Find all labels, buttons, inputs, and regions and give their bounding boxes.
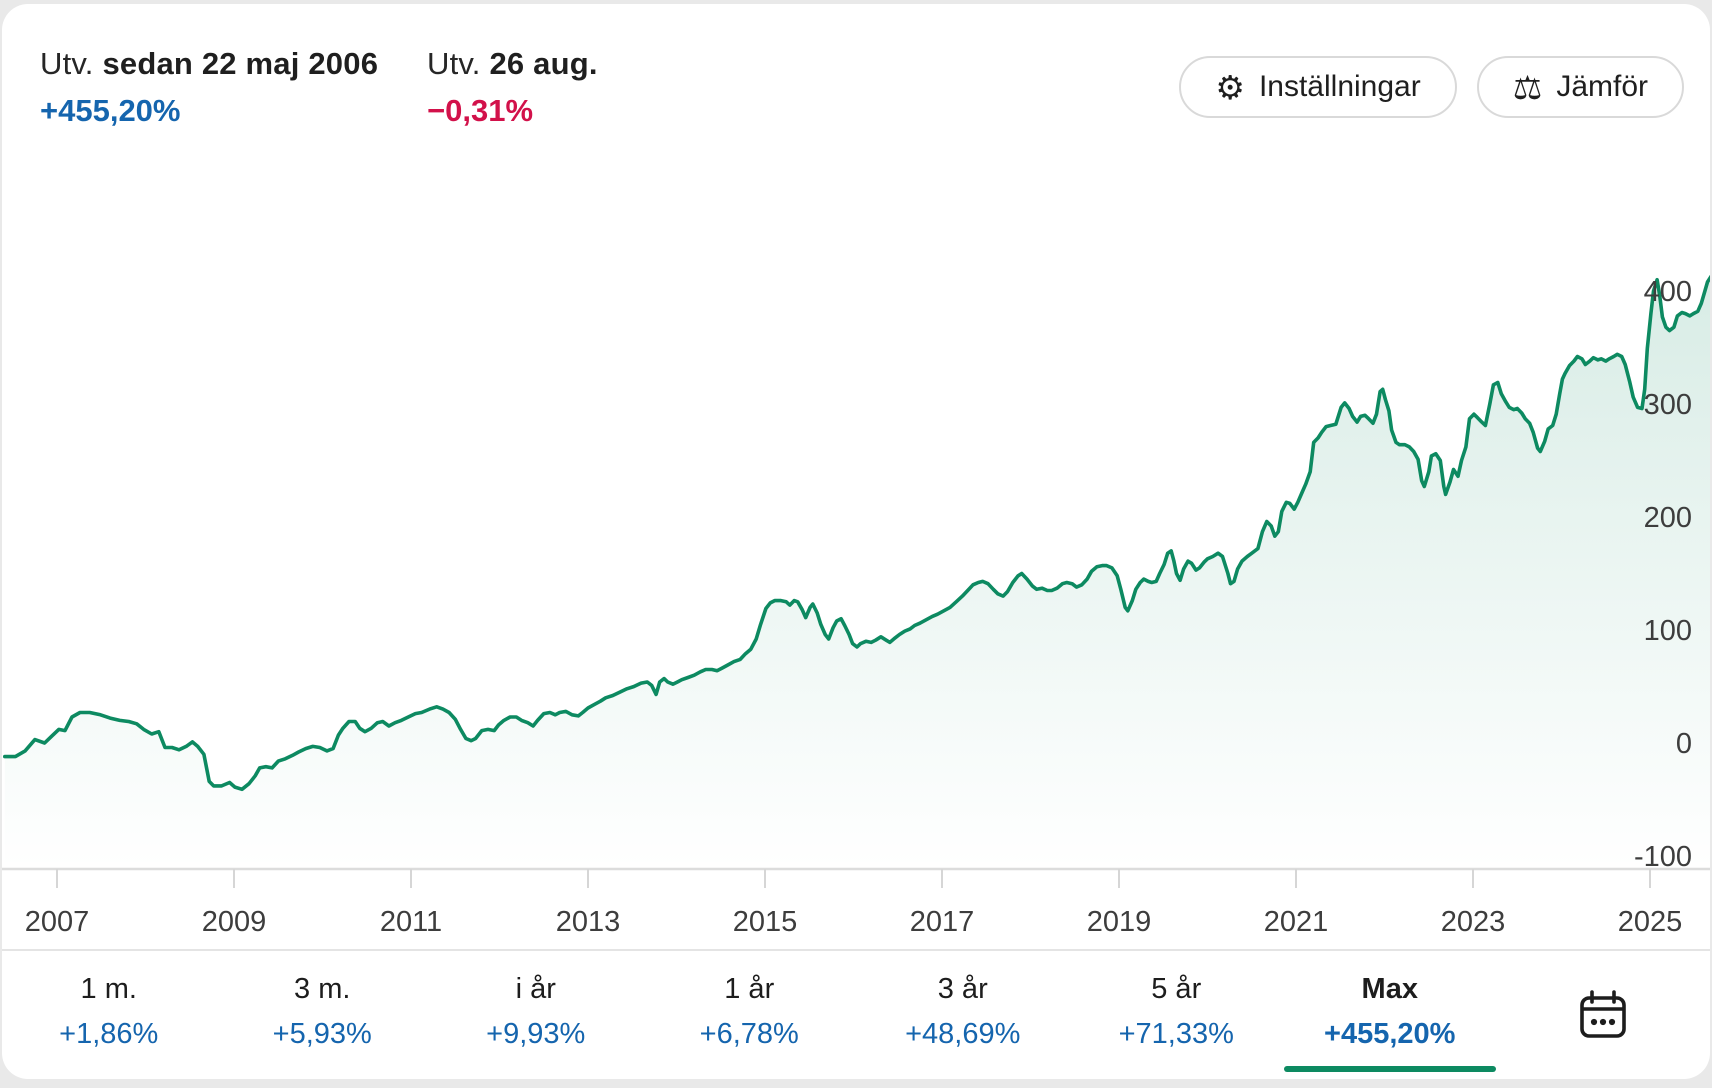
period-selector-bar: 1 m. +1,86% 3 m. +5,93% i år +9,93% 1 år…	[2, 949, 1710, 1079]
period-value: +5,93%	[272, 1018, 372, 1050]
x-axis-year-label: 2021	[1264, 906, 1329, 938]
selected-period-indicator	[1283, 1066, 1496, 1072]
period-label: i år	[515, 973, 556, 1005]
period-3y[interactable]: 3 år +48,69%	[856, 951, 1070, 1079]
period-label: Max	[1361, 973, 1418, 1005]
period-label: 1 år	[724, 973, 775, 1005]
period-value: +48,69%	[905, 1018, 1021, 1050]
chart-toolbar: ⚙ Inställningar ⚖ Jämför	[1179, 56, 1684, 118]
x-axis-year-label: 2017	[910, 906, 975, 938]
development-since-label: Utv. sedan 22 maj 2006	[40, 46, 379, 81]
period-value: +71,33%	[1118, 1018, 1234, 1050]
period-value: +9,93%	[486, 1018, 586, 1050]
x-axis-year-label: 2007	[25, 906, 90, 938]
x-axis-year-label: 2013	[556, 906, 621, 938]
x-axis-year-label: 2009	[202, 906, 267, 938]
period-3m[interactable]: 3 m. +5,93%	[216, 951, 430, 1079]
performance-line	[3, 274, 1710, 792]
x-axis-year-label: 2019	[1087, 906, 1152, 938]
custom-date-range-button[interactable]	[1497, 951, 1711, 1079]
period-value: +6,78%	[699, 1018, 799, 1050]
development-today-block: Utv. 26 aug. −0,31%	[427, 46, 598, 129]
period-label: 1 m.	[80, 973, 137, 1005]
gear-icon: ⚙	[1215, 68, 1245, 106]
compare-button-label: Jämför	[1556, 70, 1648, 103]
period-label: 3 m.	[294, 973, 351, 1005]
y-axis-value-label: 300	[1644, 389, 1692, 421]
development-since-value: +455,20%	[40, 93, 181, 128]
development-since-block: Utv. sedan 22 maj 2006 +455,20%	[40, 46, 378, 129]
y-axis-value-label: 400	[1644, 276, 1692, 308]
x-axis-year-label: 2011	[380, 906, 442, 938]
y-axis-value-label: 100	[1644, 615, 1692, 647]
period-1m[interactable]: 1 m. +1,86%	[2, 951, 216, 1079]
x-axis-year-label: 2023	[1441, 906, 1506, 938]
period-1y[interactable]: 1 år +6,78%	[643, 951, 857, 1079]
period-max[interactable]: Max +455,20%	[1283, 951, 1497, 1079]
y-axis-value-label: -100	[1634, 841, 1692, 873]
period-ytd[interactable]: i år +9,93%	[429, 951, 643, 1079]
chart-canvas[interactable]: 2007 2009 2011 2013 2015 2017 2019 2021 2023 2025…	[2, 4, 1710, 952]
period-value: +455,20%	[1324, 1018, 1456, 1050]
compare-button[interactable]: ⚖ Jämför	[1476, 56, 1684, 118]
y-axis-value-label: 200	[1644, 502, 1692, 534]
x-axis-year-label: 2015	[733, 906, 798, 938]
settings-button-label: Inställningar	[1258, 70, 1421, 103]
x-axis-year-label: 2025	[1618, 906, 1683, 938]
development-today-value: −0,31%	[427, 93, 534, 128]
period-label: 5 år	[1151, 973, 1202, 1005]
chart-card: 2007 2009 2011 2013 2015 2017 2019 2021 2023 2025…	[2, 4, 1710, 1079]
period-value: +1,86%	[59, 1018, 159, 1050]
period-label: 3 år	[937, 973, 988, 1005]
calendar-icon	[1580, 990, 1627, 1038]
period-5y[interactable]: 5 år +71,33%	[1070, 951, 1284, 1079]
area-fill	[4, 278, 1710, 869]
scale-icon: ⚖	[1512, 68, 1543, 106]
y-axis-value-label: 0	[1676, 728, 1692, 760]
development-today-label: Utv. 26 aug.	[427, 46, 598, 81]
settings-button[interactable]: ⚙ Inställningar	[1179, 56, 1457, 118]
performance-chart[interactable]: 2007 2009 2011 2013 2015 2017 2019 2021 2023 2025…	[2, 4, 1710, 952]
